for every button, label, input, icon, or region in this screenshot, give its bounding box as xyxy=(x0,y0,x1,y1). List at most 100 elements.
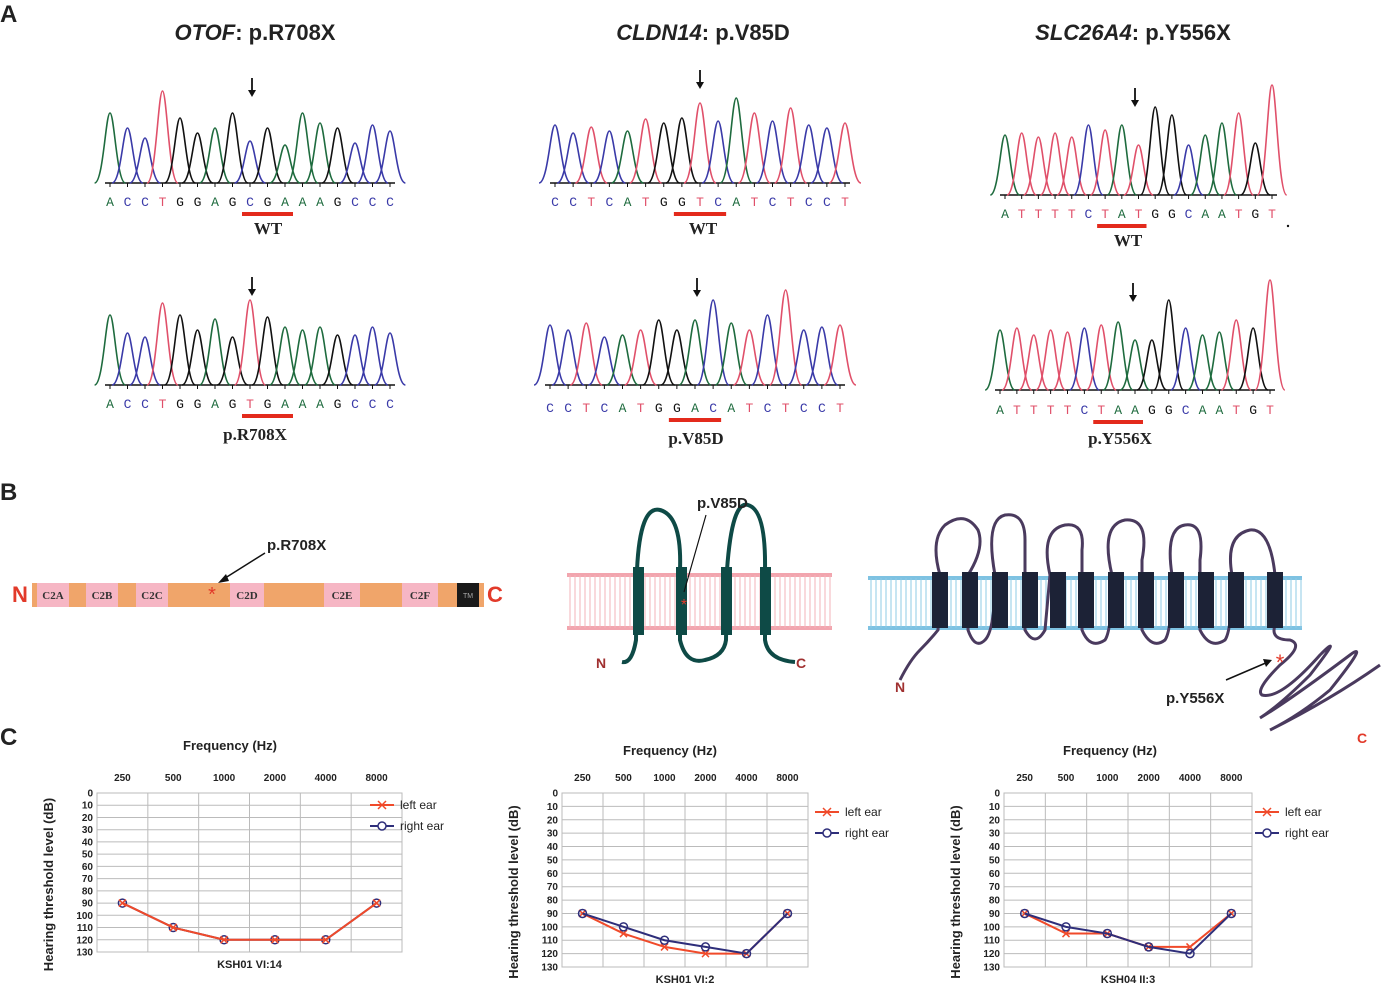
cldn14-tm3 xyxy=(721,567,732,635)
chromatogram-peak xyxy=(1068,327,1100,391)
chromatogram-peak xyxy=(93,314,127,386)
audiogram-caption: KSH04 II:3 xyxy=(1101,974,1155,986)
chromatogram-peak xyxy=(1237,327,1269,391)
y-tick-label: 10 xyxy=(547,802,559,813)
sequence-letters: A C C T G G A G C G A A A G C C CA C C T G G A G T G A A A G C C CC C T C A T… xyxy=(106,195,1276,418)
cldn14-mutation-star: * xyxy=(681,597,687,614)
marker-left-ear xyxy=(372,899,381,908)
marker-right-ear xyxy=(577,908,588,919)
y-tick-label: 100 xyxy=(76,911,93,922)
y-axis-title: Hearing threshold level (dB) xyxy=(41,798,56,971)
chromatogram-peak xyxy=(129,137,161,184)
cldn14-mutation-label: p.V85D xyxy=(697,495,748,512)
sequence-base: T xyxy=(582,401,590,416)
sequence-base: T xyxy=(745,401,753,416)
chromatogram-peak xyxy=(533,324,567,386)
marker-right-ear xyxy=(1102,928,1113,939)
series-line-right xyxy=(582,912,789,955)
sequence-base: G xyxy=(194,195,202,210)
chromatogram-peak xyxy=(683,102,717,184)
chromatogram-peak xyxy=(356,124,389,184)
chromatogram-peak xyxy=(216,112,249,184)
sequence-base: A xyxy=(281,397,289,412)
chromatogram-peak xyxy=(750,314,785,386)
marker-right-ear xyxy=(1019,908,1030,919)
marker-left-ear xyxy=(270,935,279,944)
chromatogram-peak xyxy=(624,329,658,386)
sequence-base: T xyxy=(637,401,645,416)
cldn14-chain xyxy=(621,502,796,665)
sequence-base: T xyxy=(587,195,595,210)
codon-underline xyxy=(242,414,293,418)
gene-title-slc26a4: SLC26A4: p.Y556X xyxy=(1035,20,1231,45)
sequence-base: G xyxy=(194,397,202,412)
x-tick-label: 8000 xyxy=(1220,773,1243,784)
series-line-left xyxy=(121,902,378,941)
position-arrowhead xyxy=(248,90,256,97)
domain-c2a-label: C2A xyxy=(42,590,63,602)
chromatogram-peak xyxy=(569,322,603,386)
position-arrowhead xyxy=(1131,100,1139,107)
chromatogram-peak xyxy=(1018,334,1050,391)
domain-tm xyxy=(457,583,479,607)
domain-c2c xyxy=(136,583,168,607)
y-tick-label: 0 xyxy=(87,789,93,800)
x-axis-title: Frequency (Hz) xyxy=(183,738,277,753)
sequence-base: A xyxy=(732,195,740,210)
y-tick-label: 130 xyxy=(983,963,1000,974)
panel-letter-c: C xyxy=(0,724,17,751)
sequence-base: C xyxy=(1182,403,1190,418)
y-tick-label: 50 xyxy=(82,850,94,861)
legend-right-ear: right ear xyxy=(845,826,889,840)
series-line-right xyxy=(1024,912,1233,955)
legend: left ear right ear xyxy=(1255,805,1329,840)
chromatogram-peak xyxy=(678,319,712,386)
domain-c2c-label: C2C xyxy=(141,590,162,602)
legend-left-ear: left ear xyxy=(845,805,882,819)
marker-right-ear xyxy=(700,942,711,952)
sequence-base: A xyxy=(106,195,114,210)
slc26a4-c-terminus: C xyxy=(1357,730,1367,746)
chromatogram-peak xyxy=(269,144,301,184)
chromatogram-peak xyxy=(321,334,354,386)
slc26a4-tm-helix xyxy=(1108,572,1124,628)
marker-right-ear xyxy=(117,898,128,908)
sequence-base: T xyxy=(1047,403,1055,418)
sequence-base: G xyxy=(660,195,668,210)
chromatogram-peak xyxy=(339,142,371,184)
sequence-base: T xyxy=(1268,207,1276,222)
y-tick-label: 10 xyxy=(82,801,94,812)
marker-left-ear xyxy=(169,923,178,932)
domain-tm-label: TM xyxy=(463,593,473,600)
x-tick-label: 250 xyxy=(1016,773,1033,784)
chromatogram-peak xyxy=(1051,331,1084,391)
y-tick-label: 40 xyxy=(547,842,559,853)
slc26a4-tm-helix xyxy=(1198,572,1214,628)
y-tick-label: 20 xyxy=(82,813,94,824)
dot xyxy=(1286,224,1290,228)
chromatogram-peak xyxy=(234,140,266,184)
sequence-base: A xyxy=(727,401,735,416)
x-tick-label: 250 xyxy=(574,773,591,784)
y-tick-label: 60 xyxy=(547,869,559,880)
chromatogram-peak xyxy=(1206,122,1238,196)
position-arrowhead xyxy=(696,82,704,89)
chromatogram-peak xyxy=(828,122,862,184)
chromatogram-peak xyxy=(286,112,319,184)
sequence-base: C xyxy=(386,397,394,412)
sequence-base: A xyxy=(1114,403,1122,418)
marker-right-ear xyxy=(618,922,629,932)
x-tick-label: 1000 xyxy=(653,773,676,784)
chromatogram-peak xyxy=(628,118,663,184)
marker-right-ear xyxy=(1226,908,1237,919)
y-tick-label: 70 xyxy=(989,882,1001,893)
slc26a4-tm-helix xyxy=(1022,572,1038,628)
chromatogram-peak xyxy=(129,336,161,386)
sequence-base: G xyxy=(264,397,272,412)
slc26a4-tm-helix xyxy=(962,572,978,628)
sequence-base: C xyxy=(600,401,608,416)
chromatogram-peak xyxy=(233,299,267,386)
audiograms: 250 500 1000 2000 4000 8000010203040506070809… xyxy=(41,738,1329,986)
chromatogram-peak xyxy=(1123,144,1154,196)
marker-left-ear xyxy=(118,899,127,908)
